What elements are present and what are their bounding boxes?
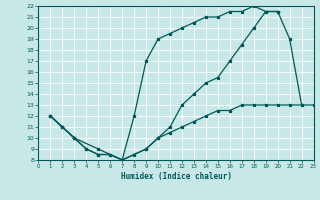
X-axis label: Humidex (Indice chaleur): Humidex (Indice chaleur) <box>121 172 231 181</box>
